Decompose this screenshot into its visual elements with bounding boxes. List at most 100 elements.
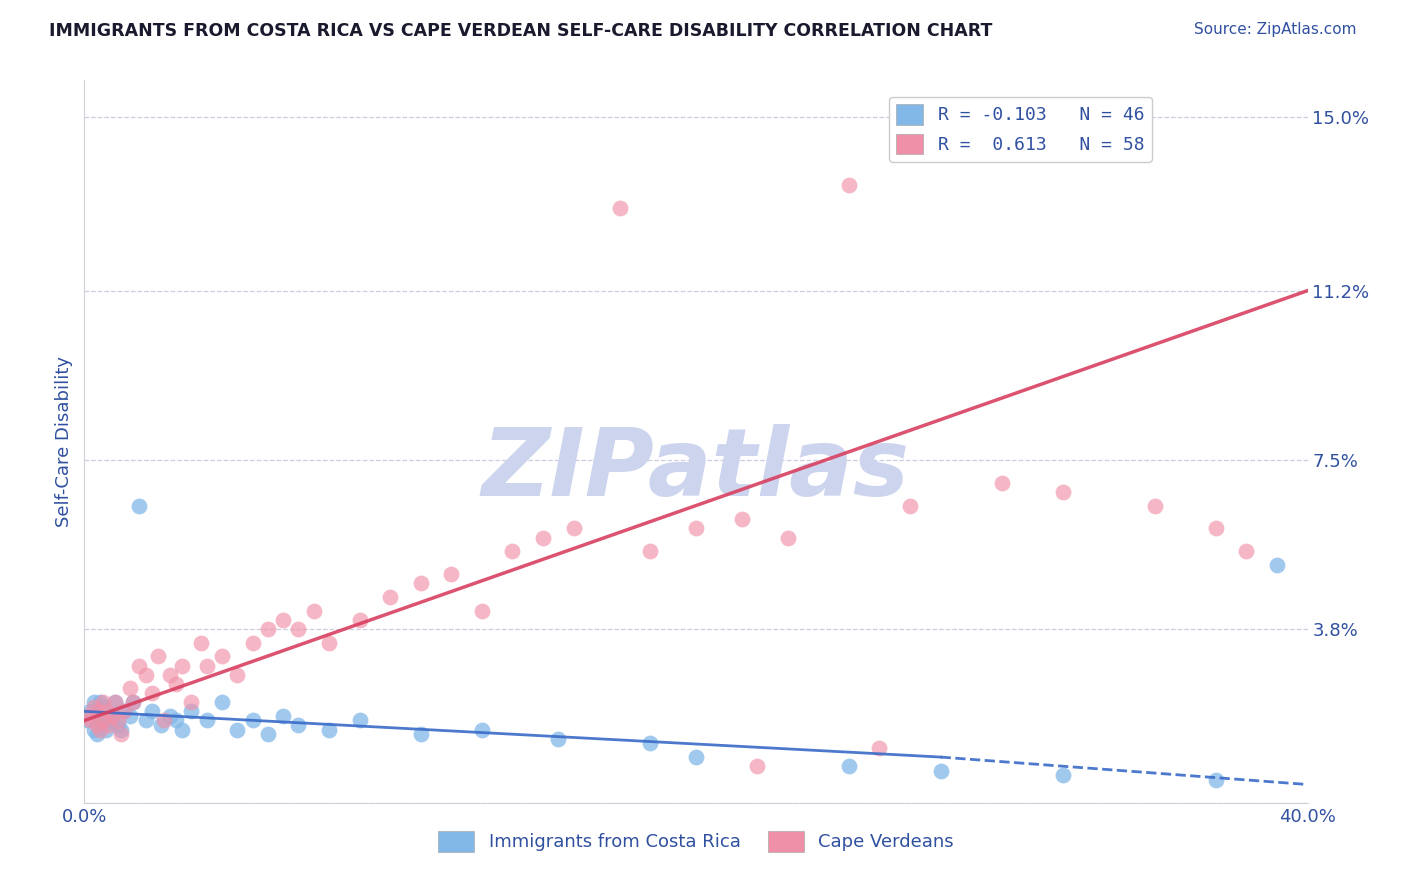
- Point: [257, 727, 280, 741]
- Point: [1205, 772, 1227, 787]
- Point: [86, 709, 108, 723]
- Point: [83, 695, 105, 709]
- Point: [991, 475, 1014, 490]
- Point: [91, 699, 114, 714]
- Point: [349, 714, 371, 728]
- Point: [153, 714, 176, 728]
- Point: [89, 695, 111, 709]
- Point: [94, 723, 117, 737]
- Point: [349, 613, 371, 627]
- Point: [172, 723, 194, 737]
- Point: [929, 764, 952, 778]
- Point: [180, 695, 202, 709]
- Text: ZIPatlas: ZIPatlas: [482, 425, 910, 516]
- Point: [838, 178, 860, 193]
- Point: [112, 704, 135, 718]
- Point: [107, 718, 129, 732]
- Point: [86, 727, 108, 741]
- Point: [91, 714, 114, 728]
- Point: [122, 695, 145, 709]
- Point: [141, 704, 163, 718]
- Point: [86, 718, 108, 732]
- Point: [159, 709, 181, 723]
- Point: [257, 622, 280, 636]
- Point: [79, 714, 101, 728]
- Point: [318, 636, 340, 650]
- Point: [380, 590, 402, 604]
- Point: [471, 723, 494, 737]
- Point: [89, 714, 111, 728]
- Point: [685, 750, 707, 764]
- Point: [502, 544, 524, 558]
- Point: [94, 704, 117, 718]
- Point: [146, 649, 169, 664]
- Point: [104, 695, 127, 709]
- Point: [195, 714, 218, 728]
- Point: [83, 723, 105, 737]
- Point: [318, 723, 340, 737]
- Point: [110, 727, 132, 741]
- Point: [1236, 544, 1258, 558]
- Point: [1265, 558, 1288, 572]
- Point: [104, 695, 127, 709]
- Point: [747, 759, 769, 773]
- Point: [190, 636, 212, 650]
- Point: [838, 759, 860, 773]
- Point: [172, 658, 194, 673]
- Point: [91, 718, 114, 732]
- Point: [195, 658, 218, 673]
- Point: [562, 521, 585, 535]
- Point: [165, 677, 187, 691]
- Point: [1052, 484, 1074, 499]
- Point: [776, 531, 799, 545]
- Point: [107, 714, 129, 728]
- Legend: Immigrants from Costa Rica, Cape Verdeans: Immigrants from Costa Rica, Cape Verdean…: [430, 823, 962, 859]
- Point: [638, 736, 661, 750]
- Point: [141, 686, 163, 700]
- Point: [211, 695, 233, 709]
- Point: [91, 695, 114, 709]
- Point: [76, 709, 98, 723]
- Point: [1143, 499, 1166, 513]
- Point: [76, 714, 98, 728]
- Point: [101, 709, 124, 723]
- Point: [135, 714, 157, 728]
- Point: [1052, 768, 1074, 782]
- Point: [271, 709, 294, 723]
- Point: [226, 723, 249, 737]
- Point: [120, 709, 142, 723]
- Point: [547, 731, 569, 746]
- Point: [149, 718, 172, 732]
- Point: [287, 718, 309, 732]
- Point: [271, 613, 294, 627]
- Point: [122, 695, 145, 709]
- Point: [869, 740, 891, 755]
- Point: [89, 723, 111, 737]
- Point: [287, 622, 309, 636]
- Point: [242, 714, 264, 728]
- Point: [86, 704, 108, 718]
- Point: [409, 727, 432, 741]
- Point: [685, 521, 707, 535]
- Point: [1205, 521, 1227, 535]
- Point: [531, 531, 554, 545]
- Point: [128, 658, 150, 673]
- Text: IMMIGRANTS FROM COSTA RICA VS CAPE VERDEAN SELF-CARE DISABILITY CORRELATION CHAR: IMMIGRANTS FROM COSTA RICA VS CAPE VERDE…: [49, 22, 993, 40]
- Point: [180, 704, 202, 718]
- Point: [135, 667, 157, 681]
- Point: [79, 704, 101, 718]
- Point: [609, 202, 631, 216]
- Point: [110, 723, 132, 737]
- Point: [731, 512, 754, 526]
- Point: [101, 714, 124, 728]
- Point: [471, 604, 494, 618]
- Point: [128, 499, 150, 513]
- Y-axis label: Self-Care Disability: Self-Care Disability: [55, 356, 73, 527]
- Point: [112, 704, 135, 718]
- Point: [211, 649, 233, 664]
- Point: [898, 499, 921, 513]
- Point: [409, 576, 432, 591]
- Point: [302, 604, 325, 618]
- Point: [97, 709, 120, 723]
- Point: [638, 544, 661, 558]
